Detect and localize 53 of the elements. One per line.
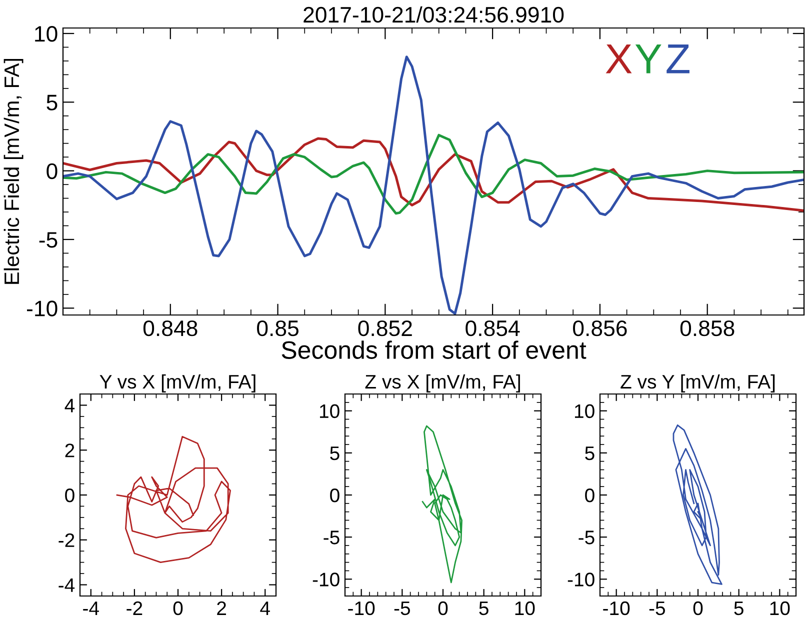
- chart-title: 2017-10-21/03:24:56.9910: [304, 6, 564, 23]
- text: Z: [666, 44, 690, 74]
- x-tick-label: 0.848: [143, 320, 198, 336]
- x-tick-label: -5: [394, 602, 410, 616]
- y-tick-label: -10: [312, 572, 340, 586]
- x-tick-label: 5: [479, 602, 488, 616]
- x-tick-label: -5: [649, 602, 665, 616]
- x-tick-label: 4: [260, 602, 270, 615]
- y-tick-label: 0: [65, 488, 74, 502]
- x-tick-label: 0.854: [466, 320, 520, 336]
- x-tick-label: -10: [603, 601, 630, 616]
- line-series: [422, 425, 462, 584]
- y-tick-label: -10: [568, 572, 594, 586]
- y-tick-label: 0: [585, 488, 594, 502]
- y-tick-label: -5: [39, 232, 58, 248]
- x-tick-label: 0: [173, 601, 183, 616]
- text: X: [606, 44, 632, 74]
- x-tick-label: 10: [770, 601, 790, 616]
- y-tick-label: 4: [64, 398, 75, 412]
- y-tick-label: 5: [46, 94, 58, 110]
- y-tick-label: 0: [46, 163, 58, 180]
- line-series: [672, 424, 722, 585]
- y-axis-title: Electric Field [mV/m, FA]: [4, 58, 24, 284]
- y-tick-label: -4: [58, 578, 75, 592]
- y-tick-label: 10: [35, 26, 58, 42]
- y-tick-label: 5: [330, 446, 340, 460]
- x-tick-label: -10: [348, 601, 375, 616]
- x-tick-label: 5: [734, 602, 744, 616]
- x-tick-label: -2: [126, 601, 142, 615]
- x-tick-label: 10: [515, 601, 535, 616]
- x-tick-label: 0: [438, 601, 448, 616]
- y-tick-label: -2: [58, 533, 74, 547]
- y-tick-label: 10: [574, 404, 594, 418]
- x-tick-label: 0.85: [257, 320, 298, 336]
- x-axis-title: Seconds from start of event: [282, 340, 586, 359]
- chart-title: Z vs Y [mV/m, FA]: [620, 374, 775, 392]
- line-series: [116, 436, 231, 564]
- y-tick-label: 5: [585, 446, 594, 460]
- x-tick-label: 0.858: [680, 320, 734, 336]
- chart-title: Y vs X [mV/m, FA]: [100, 374, 256, 392]
- y-tick-label: 0: [330, 488, 340, 502]
- x-tick-label: 0.852: [358, 320, 412, 336]
- x-tick-label: 0.856: [573, 320, 627, 336]
- y-tick-label: -10: [27, 300, 58, 316]
- y-tick-label: -5: [324, 530, 340, 544]
- y-tick-label: 2: [65, 444, 74, 458]
- x-tick-label: -4: [83, 602, 99, 615]
- y-tick-label: -5: [578, 530, 594, 544]
- y-tick-label: 10: [320, 404, 340, 418]
- x-tick-label: 0: [693, 601, 703, 616]
- text: Y: [635, 44, 662, 74]
- x-tick-label: 2: [217, 601, 226, 615]
- chart-title: Z vs X [mV/m, FA]: [365, 374, 520, 392]
